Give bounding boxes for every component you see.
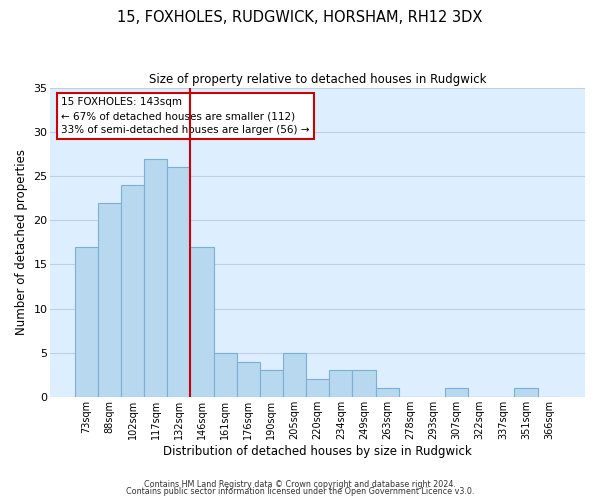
Bar bbox=[329, 370, 352, 397]
Bar bbox=[260, 370, 283, 397]
Title: Size of property relative to detached houses in Rudgwick: Size of property relative to detached ho… bbox=[149, 72, 487, 86]
Text: 15 FOXHOLES: 143sqm
← 67% of detached houses are smaller (112)
33% of semi-detac: 15 FOXHOLES: 143sqm ← 67% of detached ho… bbox=[61, 98, 310, 136]
Bar bbox=[445, 388, 468, 397]
Y-axis label: Number of detached properties: Number of detached properties bbox=[15, 150, 28, 336]
Text: Contains HM Land Registry data © Crown copyright and database right 2024.: Contains HM Land Registry data © Crown c… bbox=[144, 480, 456, 489]
Bar bbox=[144, 158, 167, 397]
Bar bbox=[190, 247, 214, 397]
Bar bbox=[214, 352, 237, 397]
Bar bbox=[283, 352, 306, 397]
Text: Contains public sector information licensed under the Open Government Licence v3: Contains public sector information licen… bbox=[126, 488, 474, 496]
Bar bbox=[98, 202, 121, 397]
Text: 15, FOXHOLES, RUDGWICK, HORSHAM, RH12 3DX: 15, FOXHOLES, RUDGWICK, HORSHAM, RH12 3D… bbox=[118, 10, 482, 25]
Bar bbox=[75, 247, 98, 397]
Bar bbox=[121, 185, 144, 397]
X-axis label: Distribution of detached houses by size in Rudgwick: Distribution of detached houses by size … bbox=[163, 444, 472, 458]
Bar bbox=[167, 168, 190, 397]
Bar bbox=[237, 362, 260, 397]
Bar bbox=[352, 370, 376, 397]
Bar bbox=[376, 388, 399, 397]
Bar bbox=[514, 388, 538, 397]
Bar bbox=[306, 379, 329, 397]
